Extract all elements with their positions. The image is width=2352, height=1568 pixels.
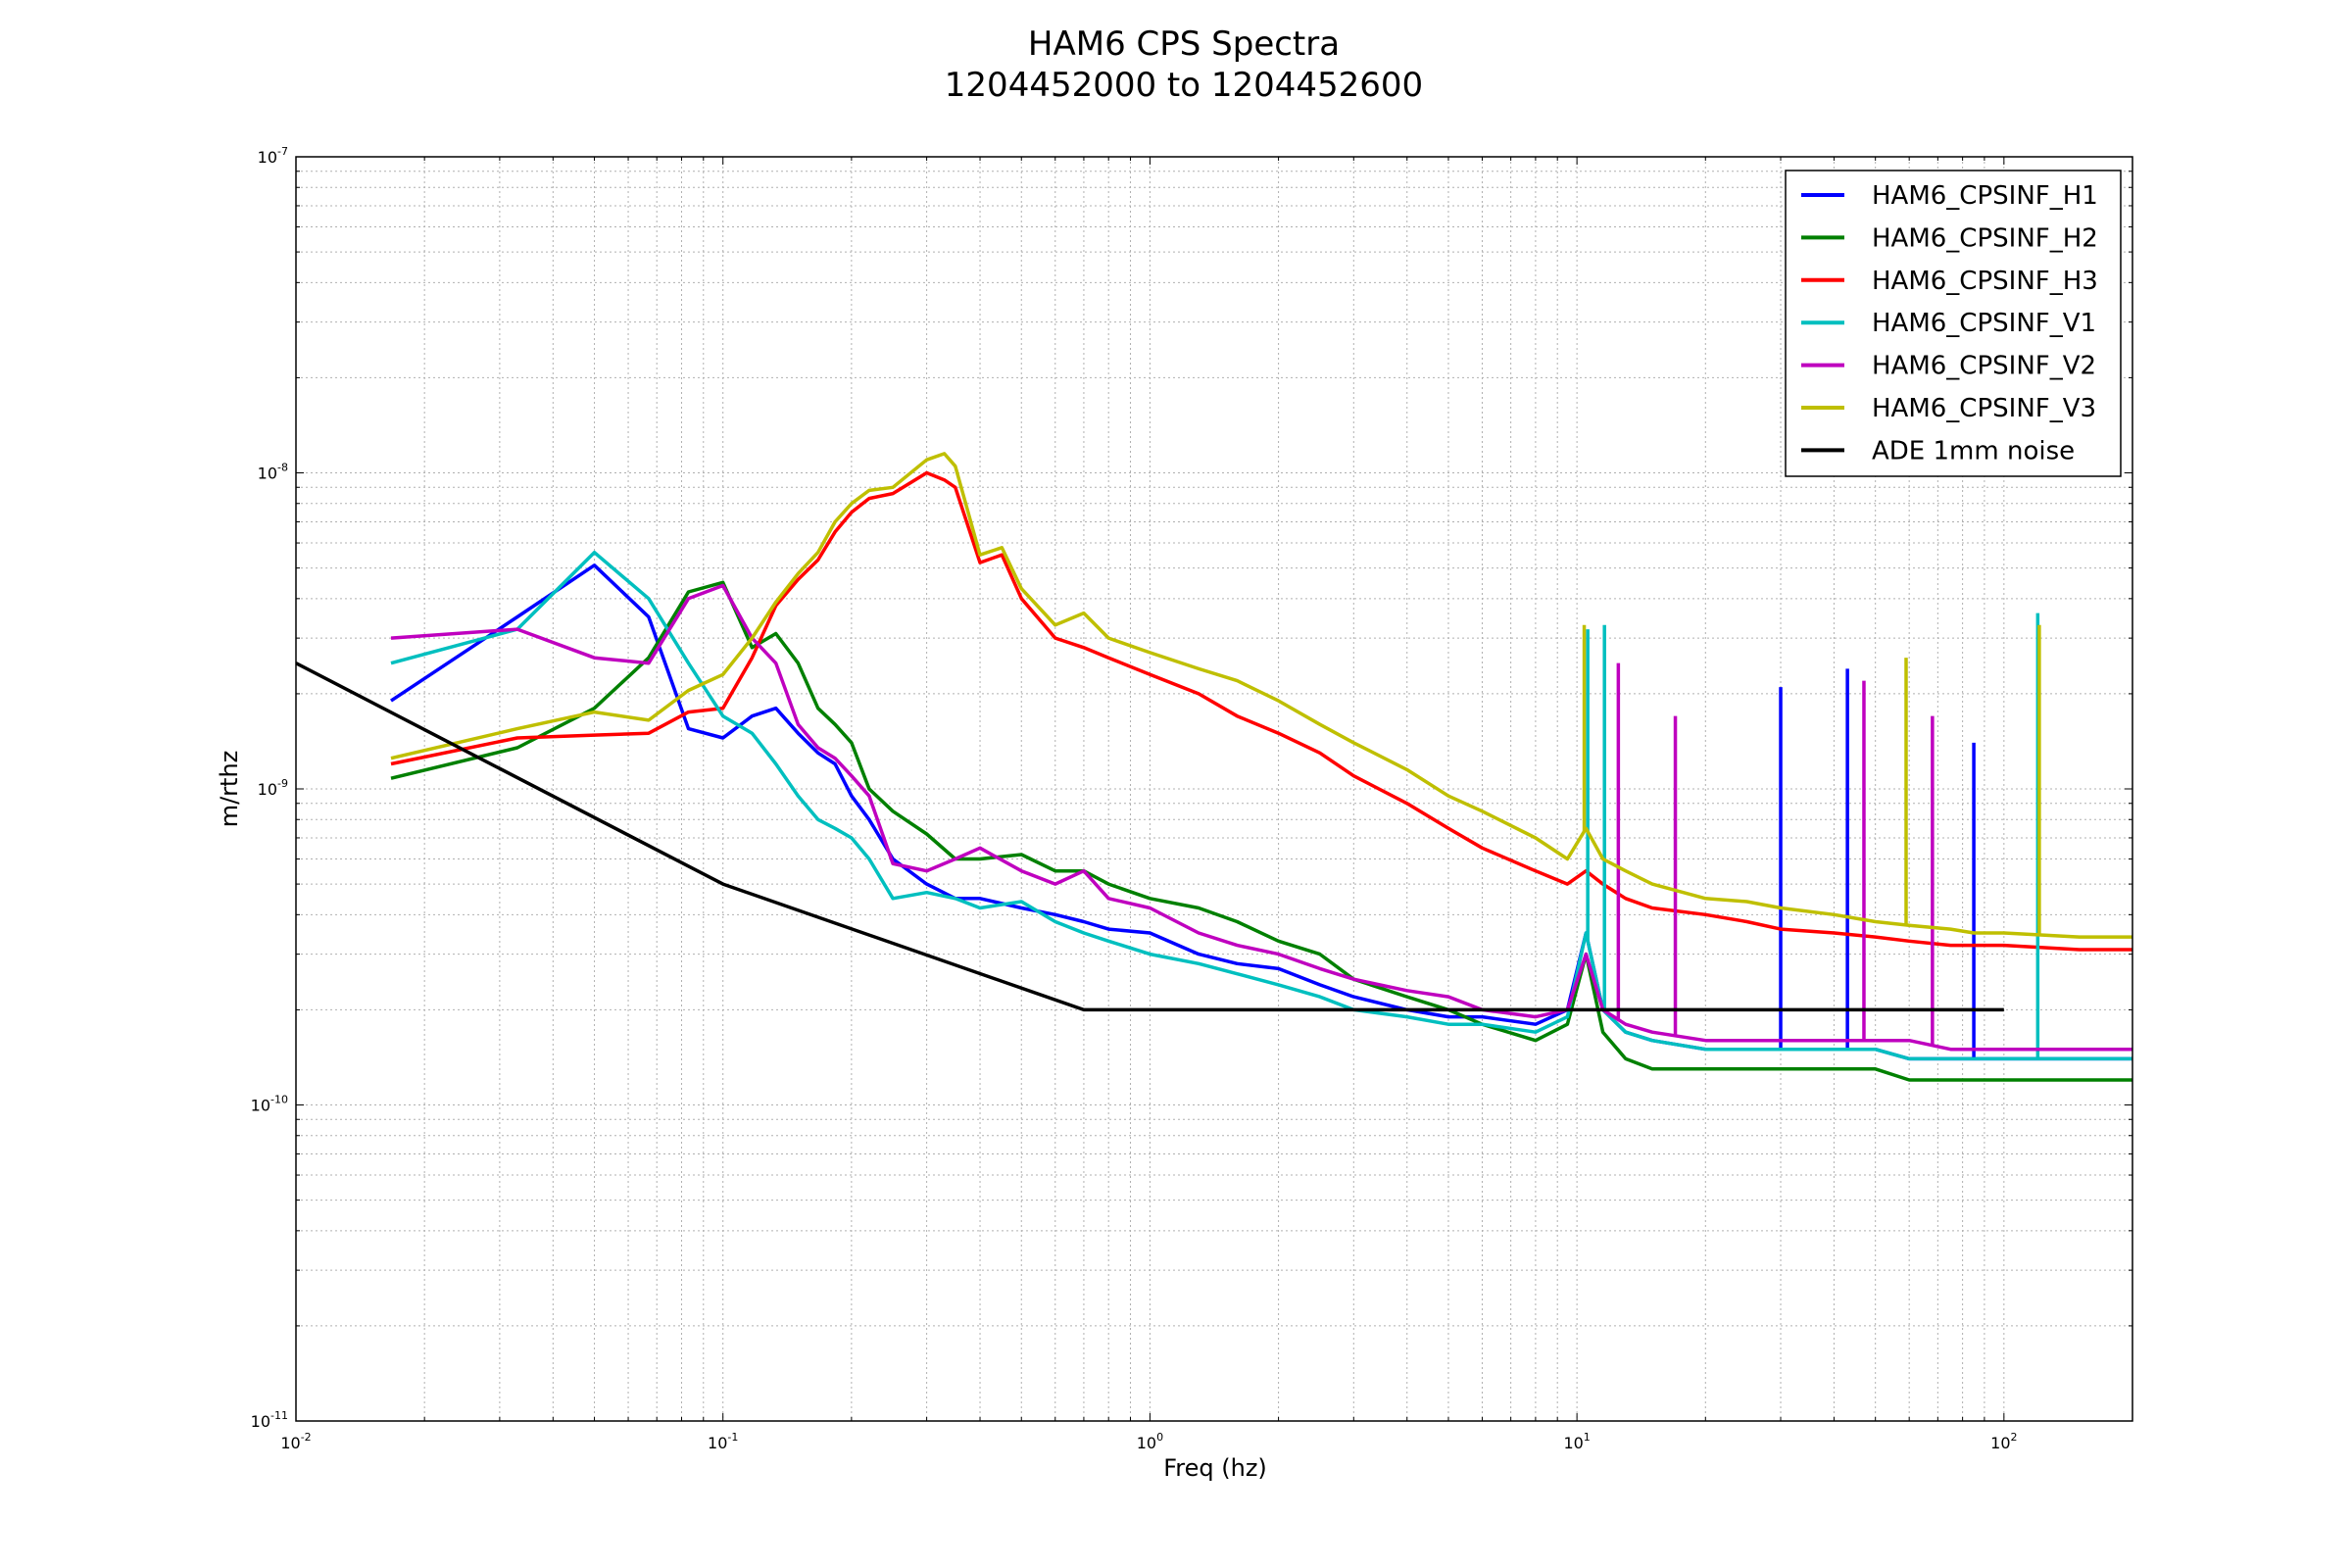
x-axis-label: Freq (hz): [1163, 1454, 1267, 1482]
x-tick-label: 10-2: [280, 1431, 311, 1452]
series-line-ham6-cpsinf-v1: [390, 550, 2132, 1061]
chart-title: HAM6 CPS Spectra: [1028, 24, 1340, 64]
plot-series: [296, 452, 2132, 1082]
y-tick-label: 10-8: [258, 462, 288, 483]
axis-ticks: [295, 156, 2133, 1422]
x-tick-label: 101: [1563, 1431, 1590, 1452]
legend-label: HAM6_CPSINF_H3: [1872, 267, 2098, 296]
y-axis-label: m/rthz: [216, 751, 243, 828]
y-tick-label: 10-11: [251, 1409, 288, 1431]
y-tick-label: 10-7: [258, 145, 288, 167]
legend: HAM6_CPSINF_H1 HAM6_CPSINF_H2 HAM6_CPSINF_…: [1785, 170, 2122, 477]
series-line-ade-1mm-noise: [296, 662, 2004, 1012]
legend-label: HAM6_CPSINF_V1: [1872, 309, 2096, 338]
series-line-ham6-cpsinf-v2: [390, 583, 2132, 1052]
x-tick-label: 10-1: [708, 1431, 738, 1452]
grid: [295, 156, 2133, 1422]
x-tick-label: 100: [1137, 1431, 1163, 1452]
legend-label: HAM6_CPSINF_H2: [1872, 223, 2098, 253]
x-tick-label: 102: [1990, 1431, 2017, 1452]
series-line-ham6-cpsinf-h3: [390, 470, 2132, 952]
legend-label: HAM6_CPSINF_H1: [1872, 181, 2098, 211]
y-tick-label: 10-9: [258, 777, 288, 799]
series-line-ham6-cpsinf-h2: [390, 580, 2132, 1082]
legend-label: HAM6_CPSINF_V2: [1872, 352, 2096, 381]
y-tick-label: 10-10: [251, 1094, 288, 1115]
y-tick-labels: 10-7 10-8 10-9 10-10 10-11: [251, 145, 288, 1431]
legend-label: HAM6_CPSINF_V3: [1872, 394, 2096, 423]
legend-label: ADE 1mm noise: [1872, 436, 2075, 466]
chart-subtitle: 1204452000 to 1204452600: [945, 66, 1423, 105]
series-line-ham6-cpsinf-v3: [390, 452, 2132, 939]
x-tick-labels: 10-2 10-1 100 101 102: [280, 1431, 2017, 1452]
